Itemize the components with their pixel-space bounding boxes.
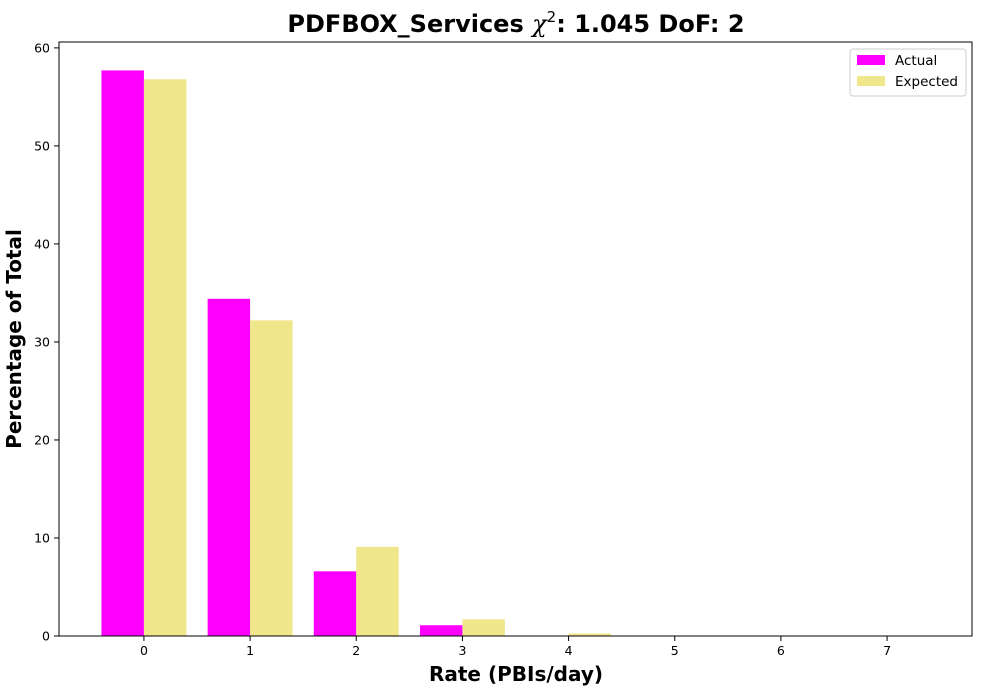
chart-title-prefix: PDFBOX_Services	[287, 10, 532, 38]
bar-expected-4	[568, 633, 612, 636]
y-tick-label: 50	[34, 138, 50, 153]
legend-swatch-actual	[857, 55, 885, 65]
x-tick-label: 4	[565, 643, 573, 658]
x-tick-label: 1	[246, 643, 254, 658]
x-axis-title: Rate (PBIs/day)	[429, 662, 603, 686]
x-tick-label: 2	[352, 643, 360, 658]
legend: Actual Expected	[849, 48, 967, 97]
bar-actual-1	[207, 298, 251, 636]
chart-title: PDFBOX_Services χ2: 1.045 DoF: 2	[287, 8, 744, 38]
legend-label-expected: Expected	[895, 74, 958, 90]
bar-expected-1	[250, 320, 293, 636]
y-tick-label: 20	[34, 432, 50, 447]
y-tick-label: 0	[42, 629, 50, 644]
x-tick-label: 5	[671, 643, 679, 658]
bars-group	[101, 70, 718, 637]
y-tick-label: 30	[34, 334, 50, 349]
x-tick-label: 6	[777, 643, 785, 658]
chart-title-chi-symbol: χ	[530, 10, 548, 38]
y-axis-ticks: 0 10 20 30 40 50 60	[34, 40, 59, 644]
bar-actual-3	[419, 625, 463, 636]
chart-title-suffix: : 1.045 DoF: 2	[556, 10, 744, 38]
legend-swatch-expected	[857, 76, 885, 86]
bar-expected-3	[462, 619, 505, 636]
chart-title-chi-exponent: 2	[547, 8, 557, 26]
bar-expected-0	[143, 79, 187, 636]
x-tick-label: 7	[883, 643, 891, 658]
bar-actual-0	[101, 70, 144, 637]
y-axis-title: Percentage of Total	[2, 229, 26, 449]
legend-label-actual: Actual	[895, 53, 937, 69]
bar-expected-2	[356, 546, 399, 636]
y-tick-label: 40	[34, 236, 50, 251]
y-tick-label: 10	[34, 530, 50, 545]
y-tick-label: 60	[34, 40, 50, 55]
plot-area-frame	[58, 41, 973, 637]
x-axis-ticks: 0 1 2 3 4 5 6 7	[140, 636, 891, 658]
bar-actual-2	[313, 571, 357, 636]
x-tick-label: 3	[458, 643, 466, 658]
x-tick-label: 0	[140, 643, 148, 658]
